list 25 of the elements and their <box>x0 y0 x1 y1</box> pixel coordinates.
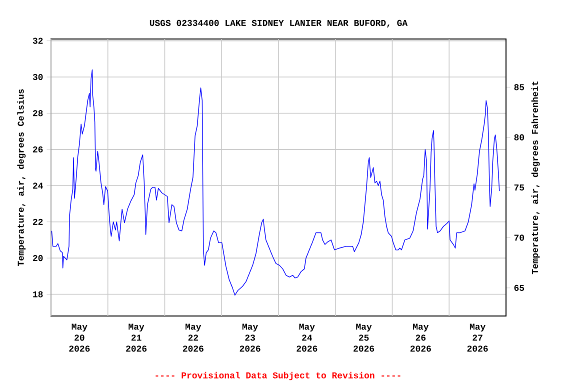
y2-tick-label: 80 <box>514 134 524 140</box>
y-tick-label: 24 <box>33 182 43 189</box>
x-tick-label: May 21 2026 <box>126 324 147 352</box>
x-tick-label: May 27 2026 <box>467 324 488 352</box>
y-axis-title: Temperature, air, degrees Celsius <box>17 89 26 266</box>
y-tick-label: 32 <box>32 38 43 44</box>
y2-tick-label: 70 <box>514 234 524 241</box>
x-tick-label: May 23 2026 <box>240 324 260 352</box>
y2-tick-label: 85 <box>514 84 524 90</box>
y2-tick-label: 75 <box>514 184 524 191</box>
y-tick-label: 30 <box>32 74 43 80</box>
x-tick-label: May 24 2026 <box>296 324 318 352</box>
x-tick-label: May 20 2026 <box>69 324 90 352</box>
y-tick-label: 20 <box>33 255 43 262</box>
y-tick-label: 28 <box>33 110 43 116</box>
text: ---- Provisional Data Subject to Revision ---- <box>156 372 400 380</box>
y-tick-label: 22 <box>33 218 43 225</box>
x-tick-label: May 22 2026 <box>182 324 204 352</box>
y-tick-label: 26 <box>33 146 43 152</box>
y-tick-label: 18 <box>33 291 43 298</box>
y2-axis-title: Temperature, air, degrees Fahrenheit <box>531 82 540 274</box>
x-tick-label: May 26 2026 <box>410 324 431 352</box>
chart-title: USGS 02334400 LAKE SIDNEY LANIER NEAR BUFORD, GA <box>150 20 408 28</box>
y2-tick-label: 65 <box>514 284 524 291</box>
x-tick-label: May 25 2026 <box>354 324 374 352</box>
